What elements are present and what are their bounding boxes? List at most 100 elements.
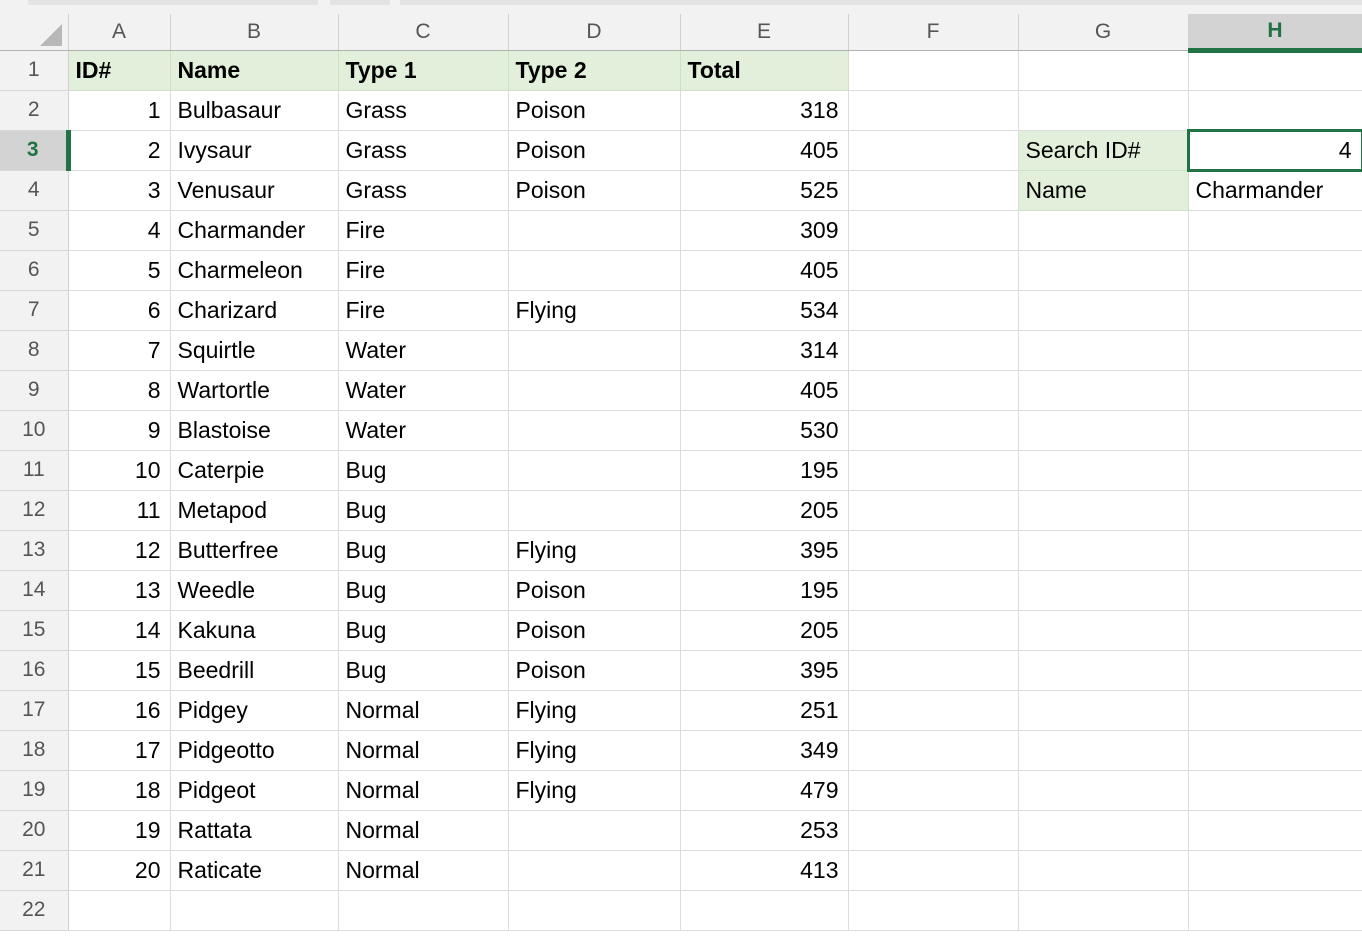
cell-e2[interactable]: 318 [680, 90, 849, 131]
cell-a10[interactable]: 9 [68, 410, 171, 451]
cell-g18[interactable] [1018, 730, 1189, 771]
cell-f10[interactable] [848, 410, 1019, 451]
row-header-4[interactable]: 4 [0, 170, 69, 211]
cell-c9[interactable]: Water [338, 370, 509, 411]
cell-f15[interactable] [848, 610, 1019, 651]
cell-h17[interactable] [1188, 690, 1362, 731]
column-header-h[interactable]: H [1187, 14, 1362, 53]
cell-h19[interactable] [1188, 770, 1362, 811]
column-header-d[interactable]: D [508, 14, 681, 51]
cell-g9[interactable] [1018, 370, 1189, 411]
cell-c7[interactable]: Fire [338, 290, 509, 331]
column-header-a[interactable]: A [68, 14, 171, 51]
cell-c8[interactable]: Water [338, 330, 509, 371]
cell-c16[interactable]: Bug [338, 650, 509, 691]
cell-d18[interactable]: Flying [508, 730, 681, 771]
cell-b6[interactable]: Charmeleon [170, 250, 339, 291]
select-all-corner[interactable] [0, 14, 69, 51]
search-id-label[interactable]: Search ID# [1018, 130, 1189, 171]
cell-e11[interactable]: 195 [680, 450, 849, 491]
row-header-18[interactable]: 18 [0, 730, 69, 771]
cell-b13[interactable]: Butterfree [170, 530, 339, 571]
row-header-12[interactable]: 12 [0, 490, 69, 531]
cell-g6[interactable] [1018, 250, 1189, 291]
cell-e5[interactable]: 309 [680, 210, 849, 251]
cell-b1[interactable]: Name [170, 50, 339, 91]
cell-a16[interactable]: 15 [68, 650, 171, 691]
cell-f3[interactable] [848, 130, 1019, 171]
cell-b3[interactable]: Ivysaur [170, 130, 339, 171]
cell-e13[interactable]: 395 [680, 530, 849, 571]
cell-f1[interactable] [848, 50, 1019, 91]
cell-h7[interactable] [1188, 290, 1362, 331]
cell-b4[interactable]: Venusaur [170, 170, 339, 211]
cell-c17[interactable]: Normal [338, 690, 509, 731]
row-header-16[interactable]: 16 [0, 650, 69, 691]
cell-e8[interactable]: 314 [680, 330, 849, 371]
cell-c12[interactable]: Bug [338, 490, 509, 531]
cell-c22[interactable] [338, 890, 509, 931]
cell-f19[interactable] [848, 770, 1019, 811]
cell-b18[interactable]: Pidgeotto [170, 730, 339, 771]
cell-a9[interactable]: 8 [68, 370, 171, 411]
cell-c21[interactable]: Normal [338, 850, 509, 891]
cell-b21[interactable]: Raticate [170, 850, 339, 891]
search-id-input[interactable]: 4 [1186, 128, 1362, 172]
cell-g14[interactable] [1018, 570, 1189, 611]
cell-f2[interactable] [848, 90, 1019, 131]
cell-f4[interactable] [848, 170, 1019, 211]
row-header-13[interactable]: 13 [0, 530, 69, 571]
cell-b16[interactable]: Beedrill [170, 650, 339, 691]
cell-d10[interactable] [508, 410, 681, 451]
cell-e17[interactable]: 251 [680, 690, 849, 731]
cell-b7[interactable]: Charizard [170, 290, 339, 331]
cell-a7[interactable]: 6 [68, 290, 171, 331]
cell-c2[interactable]: Grass [338, 90, 509, 131]
cell-g17[interactable] [1018, 690, 1189, 731]
column-header-e[interactable]: E [680, 14, 849, 51]
cell-g7[interactable] [1018, 290, 1189, 331]
row-header-5[interactable]: 5 [0, 210, 69, 251]
cell-h9[interactable] [1188, 370, 1362, 411]
cell-d21[interactable] [508, 850, 681, 891]
cell-d20[interactable] [508, 810, 681, 851]
cell-g1[interactable] [1018, 50, 1189, 91]
cell-b19[interactable]: Pidgeot [170, 770, 339, 811]
cell-h6[interactable] [1188, 250, 1362, 291]
cell-d2[interactable]: Poison [508, 90, 681, 131]
cell-f14[interactable] [848, 570, 1019, 611]
cell-b10[interactable]: Blastoise [170, 410, 339, 451]
cell-a13[interactable]: 12 [68, 530, 171, 571]
cell-d4[interactable]: Poison [508, 170, 681, 211]
cell-f5[interactable] [848, 210, 1019, 251]
cell-b12[interactable]: Metapod [170, 490, 339, 531]
cell-g11[interactable] [1018, 450, 1189, 491]
column-header-b[interactable]: B [170, 14, 339, 51]
cell-b11[interactable]: Caterpie [170, 450, 339, 491]
cell-d14[interactable]: Poison [508, 570, 681, 611]
cell-a3[interactable]: 2 [68, 130, 171, 171]
cell-e1[interactable]: Total [680, 50, 849, 91]
cell-d15[interactable]: Poison [508, 610, 681, 651]
cell-c1[interactable]: Type 1 [338, 50, 509, 91]
cell-h21[interactable] [1188, 850, 1362, 891]
cell-e10[interactable]: 530 [680, 410, 849, 451]
row-header-15[interactable]: 15 [0, 610, 69, 651]
cell-a4[interactable]: 3 [68, 170, 171, 211]
cell-e19[interactable]: 479 [680, 770, 849, 811]
row-header-19[interactable]: 19 [0, 770, 69, 811]
cell-c4[interactable]: Grass [338, 170, 509, 211]
cell-d6[interactable] [508, 250, 681, 291]
row-header-7[interactable]: 7 [0, 290, 69, 331]
cell-f7[interactable] [848, 290, 1019, 331]
cell-d3[interactable]: Poison [508, 130, 681, 171]
cell-h15[interactable] [1188, 610, 1362, 651]
cell-f9[interactable] [848, 370, 1019, 411]
row-header-9[interactable]: 9 [0, 370, 69, 411]
row-header-22[interactable]: 22 [0, 890, 69, 931]
cell-g10[interactable] [1018, 410, 1189, 451]
cell-h14[interactable] [1188, 570, 1362, 611]
cell-c13[interactable]: Bug [338, 530, 509, 571]
cell-g13[interactable] [1018, 530, 1189, 571]
cell-f11[interactable] [848, 450, 1019, 491]
